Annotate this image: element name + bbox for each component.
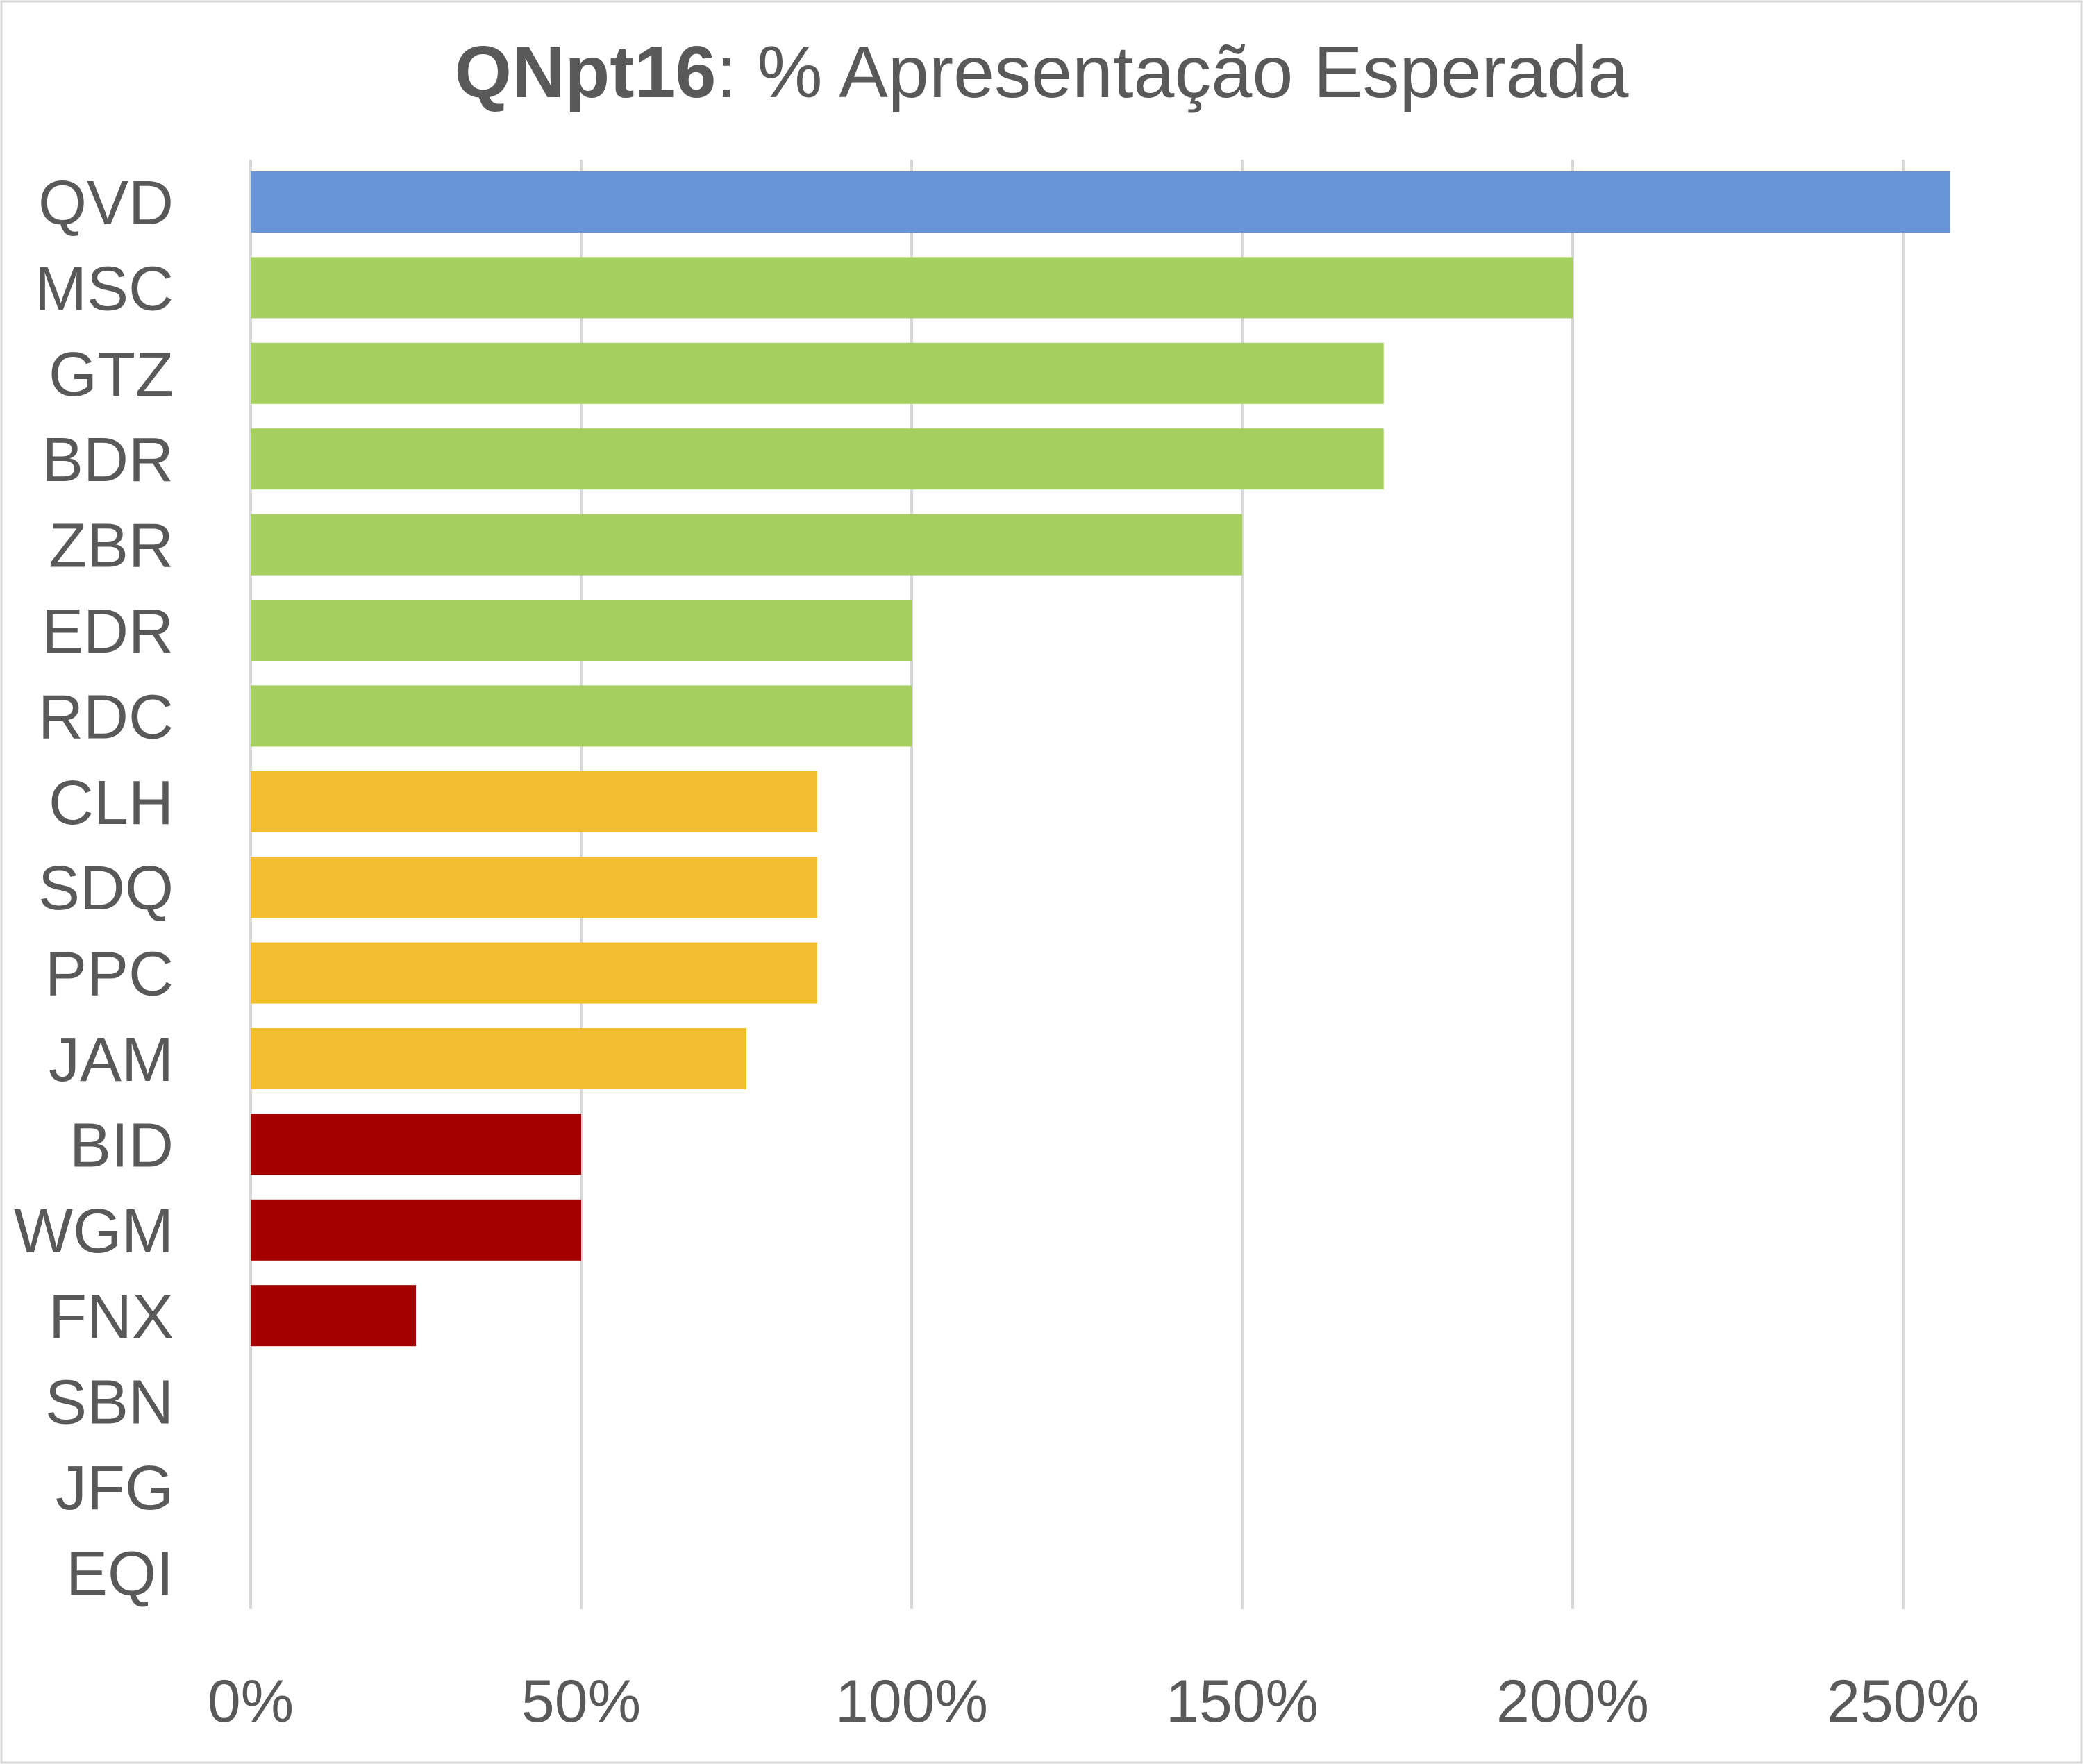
chart-title: QNpt16: % Apresentação Esperada — [454, 31, 1628, 113]
y-category-label: GTZ — [49, 340, 174, 410]
y-category-label: PPC — [45, 940, 174, 1009]
bar-bid — [251, 1114, 581, 1175]
y-category-label: BDR — [42, 426, 174, 495]
y-category-label: RDC — [38, 682, 174, 752]
bar-sdq — [251, 857, 817, 918]
y-category-label: MSC — [35, 254, 174, 324]
bar-edr — [251, 600, 912, 661]
x-tick-label: 0% — [208, 1668, 294, 1735]
x-tick-label: 100% — [835, 1668, 988, 1735]
bar-wgm — [251, 1199, 581, 1261]
bar-bdr — [251, 428, 1384, 490]
bar-fnx — [251, 1285, 416, 1347]
bar-msc — [251, 257, 1573, 319]
bar-rdc — [251, 685, 912, 747]
x-tick-label: 150% — [1166, 1668, 1319, 1735]
bar-qvd — [251, 171, 1950, 233]
x-tick-label: 50% — [521, 1668, 641, 1735]
x-tick-label: 250% — [1827, 1668, 1980, 1735]
y-category-label: CLH — [49, 768, 174, 838]
y-category-label: EDR — [42, 597, 174, 666]
y-category-label: SDQ — [38, 854, 174, 923]
y-category-label: JAM — [49, 1025, 174, 1095]
y-category-label: JFG — [56, 1454, 174, 1523]
y-category-label: QVD — [38, 169, 174, 238]
y-category-label: EQI — [66, 1539, 174, 1608]
bar-gtz — [251, 342, 1384, 404]
bar-zbr — [251, 514, 1242, 576]
x-tick-label: 200% — [1496, 1668, 1649, 1735]
y-category-label: WGM — [14, 1197, 174, 1266]
bar-ppc — [251, 942, 817, 1004]
bar-clh — [251, 771, 817, 832]
y-category-label: FNX — [49, 1282, 174, 1352]
y-category-label: ZBR — [49, 512, 174, 581]
y-category-label: BID — [69, 1111, 174, 1180]
bar-jam — [251, 1028, 746, 1089]
y-category-label: SBN — [45, 1368, 174, 1438]
